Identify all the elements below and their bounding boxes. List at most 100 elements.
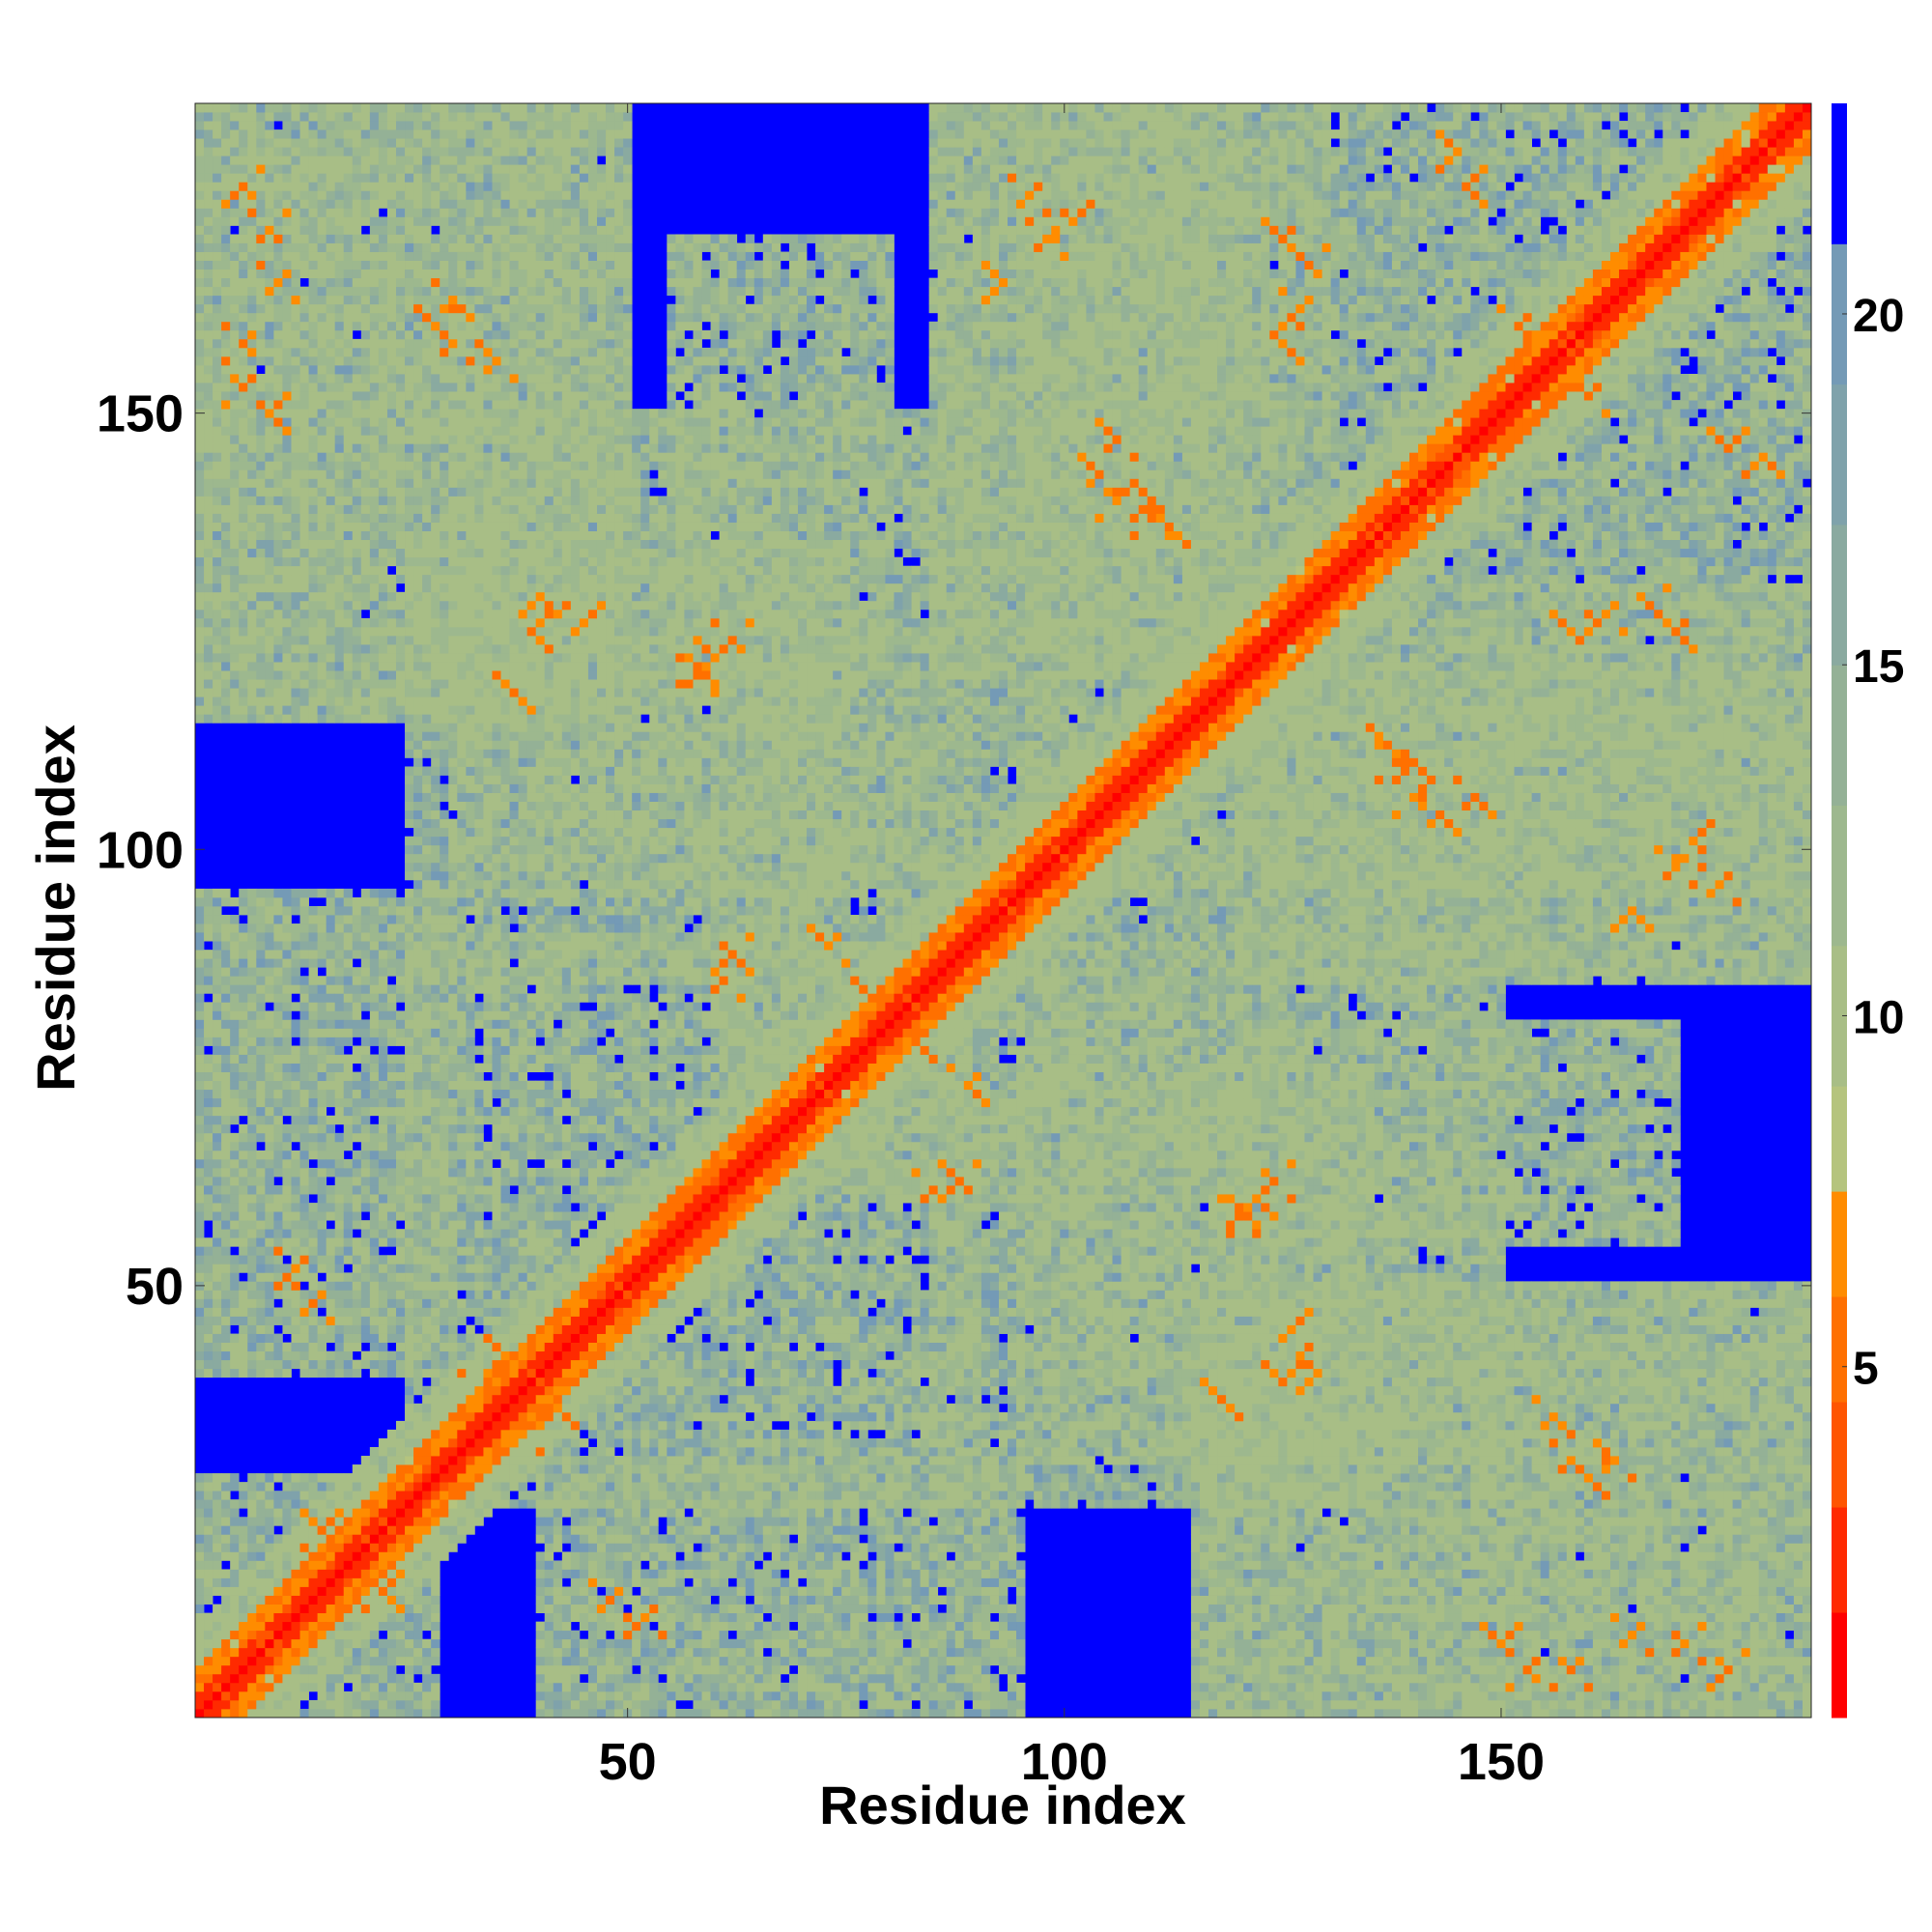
heatmap-cell <box>230 190 240 200</box>
heatmap-cell <box>265 958 274 968</box>
heatmap-cell <box>265 1551 274 1561</box>
heatmap-cell <box>326 696 336 706</box>
heatmap-cell <box>247 1621 257 1632</box>
heatmap-cell <box>378 653 388 663</box>
heatmap-cell <box>273 600 283 611</box>
heatmap-cell <box>247 1551 257 1561</box>
heatmap-cell <box>247 1255 257 1264</box>
heatmap-cell <box>299 1525 309 1535</box>
heatmap-cell <box>247 435 257 444</box>
heatmap-cell <box>204 303 213 314</box>
heatmap-cell <box>369 400 380 410</box>
heatmap-cell <box>457 461 467 470</box>
heatmap-cell <box>360 504 371 514</box>
heatmap-cell <box>431 1525 440 1535</box>
heatmap-cell <box>440 478 449 488</box>
heatmap-cell <box>265 993 274 1003</box>
heatmap-cell <box>440 1403 449 1413</box>
heatmap-cell <box>299 1054 309 1064</box>
heatmap-cell <box>422 993 432 1003</box>
heatmap-cell <box>378 321 388 331</box>
heatmap-cell <box>239 1577 248 1587</box>
heatmap-cell <box>299 504 309 514</box>
heatmap-cell <box>265 312 274 323</box>
heatmap-cell <box>352 1551 362 1561</box>
heatmap-cell <box>221 269 231 279</box>
heatmap-cell <box>282 609 292 619</box>
heatmap-cell <box>413 591 423 602</box>
heatmap-cell <box>413 1019 423 1029</box>
heatmap-cell <box>352 548 362 558</box>
heatmap-cell <box>457 513 467 523</box>
heatmap-cell <box>273 1106 283 1117</box>
heatmap-cell <box>204 932 213 942</box>
heatmap-cell <box>352 1586 362 1596</box>
heatmap-cell <box>273 286 283 297</box>
heatmap-cell <box>448 355 458 366</box>
heatmap-cell <box>221 1255 231 1264</box>
heatmap-cell <box>378 1255 388 1264</box>
heatmap-cell <box>422 958 432 968</box>
heatmap-cell <box>386 1220 397 1230</box>
heatmap-cell <box>457 487 467 497</box>
heatmap-cell <box>405 478 414 488</box>
heatmap-cell <box>291 1272 300 1282</box>
heatmap-cell <box>317 565 327 576</box>
heatmap-cell <box>195 374 205 384</box>
heatmap-cell <box>466 775 475 784</box>
heatmap-cell <box>317 714 327 724</box>
heatmap-cell <box>395 164 406 174</box>
heatmap-cell <box>466 1080 475 1091</box>
heatmap-cell <box>265 1682 274 1692</box>
heatmap-cell <box>247 1158 257 1169</box>
heatmap-cell <box>431 766 440 776</box>
heatmap-cell <box>422 905 432 916</box>
heatmap-cell <box>448 1307 458 1317</box>
heatmap-cell <box>299 1656 309 1666</box>
heatmap-cell <box>466 870 475 881</box>
heatmap-cell <box>265 662 274 671</box>
heatmap-cell <box>239 1612 248 1623</box>
heatmap-cell <box>448 600 458 611</box>
heatmap-cell <box>247 1150 257 1160</box>
heatmap-cell <box>230 1272 240 1282</box>
heatmap-cell <box>457 548 467 558</box>
heatmap-cell <box>448 1089 458 1099</box>
heatmap-cell <box>378 705 388 715</box>
heatmap-cell <box>343 1647 354 1658</box>
heatmap-cell <box>413 1508 423 1518</box>
heatmap-cell <box>440 1211 449 1221</box>
heatmap-cell <box>422 234 432 243</box>
heatmap-cell <box>326 1324 336 1334</box>
heatmap-cell <box>440 173 449 183</box>
heatmap-cell <box>448 1446 458 1457</box>
heatmap-cell <box>448 1368 458 1378</box>
heatmap-cell <box>352 1647 362 1658</box>
heatmap-cell <box>230 1316 240 1325</box>
heatmap-cell <box>360 400 371 410</box>
heatmap-cell <box>247 1063 257 1072</box>
heatmap-cell <box>413 1411 423 1422</box>
heatmap-cell <box>360 199 371 209</box>
heatmap-cell <box>395 705 406 715</box>
heatmap-cell <box>195 138 205 148</box>
heatmap-cell <box>308 469 318 479</box>
heatmap-cell <box>457 696 467 706</box>
heatmap-cell <box>247 452 257 462</box>
heatmap-cell <box>422 617 432 628</box>
heatmap-cell <box>369 303 380 314</box>
heatmap-cell <box>343 1028 354 1037</box>
heatmap-cell <box>256 1203 266 1212</box>
heatmap-cell <box>395 1638 406 1649</box>
heatmap-cell <box>422 1577 432 1587</box>
heatmap-cell <box>282 1290 292 1299</box>
heatmap-cell <box>299 582 309 593</box>
heatmap-cell <box>457 173 467 183</box>
heatmap-cell <box>457 1185 467 1195</box>
heatmap-cell <box>291 1604 300 1614</box>
heatmap-cell <box>343 984 354 994</box>
heatmap-cell <box>440 1264 449 1273</box>
heatmap-cell <box>308 1237 318 1247</box>
heatmap-cell <box>405 199 414 209</box>
heatmap-cell <box>204 1621 213 1632</box>
